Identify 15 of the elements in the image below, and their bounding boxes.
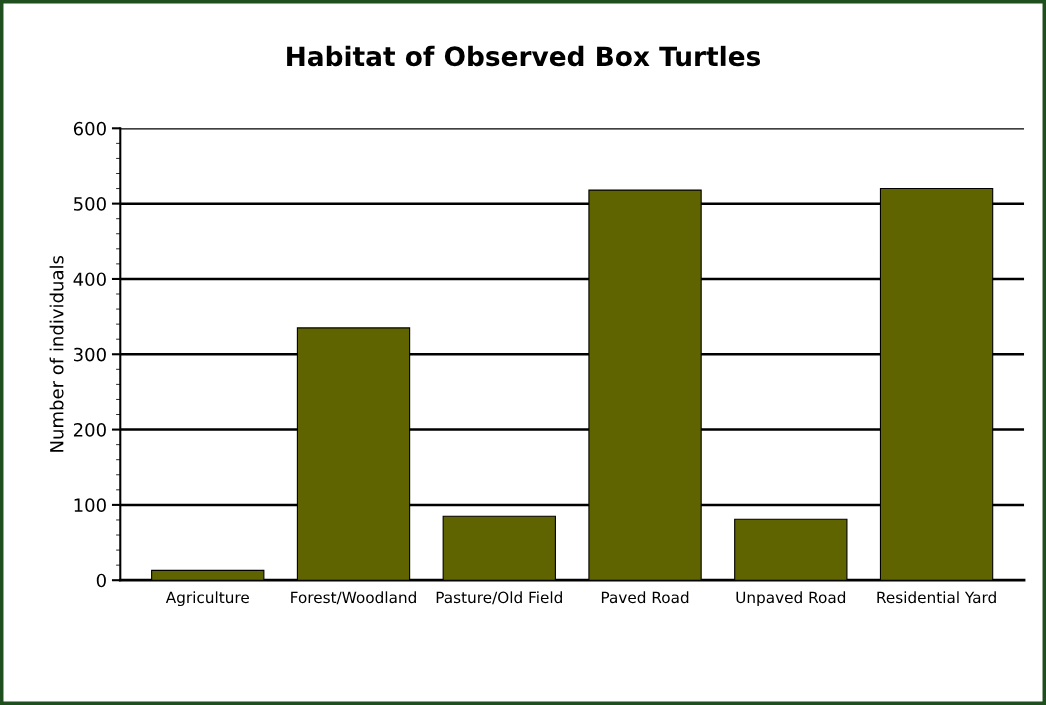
chart-title: Habitat of Observed Box Turtles bbox=[287, 45, 761, 67]
y-tick-label: 100 bbox=[74, 498, 106, 513]
x-tick-label: Agriculture bbox=[165, 591, 249, 607]
x-tick-label: Paved Road bbox=[601, 591, 689, 604]
y-tick-label: 400 bbox=[73, 272, 106, 287]
y-axis-title: Number of individuals bbox=[49, 255, 64, 452]
x-tick-label: Unpaved Road bbox=[736, 591, 846, 607]
y-tick-label: 600 bbox=[73, 121, 106, 136]
x-tick-label: Pasture/Old Field bbox=[436, 591, 562, 605]
y-tick-label: 200 bbox=[73, 423, 106, 437]
y-tick-label: 300 bbox=[74, 347, 106, 362]
y-tick-label: 500 bbox=[74, 197, 106, 211]
x-tick-label: Residential Yard bbox=[877, 591, 996, 604]
y-tick-label: 0 bbox=[96, 573, 106, 588]
x-tick-label: Forest/Woodland bbox=[291, 591, 416, 605]
